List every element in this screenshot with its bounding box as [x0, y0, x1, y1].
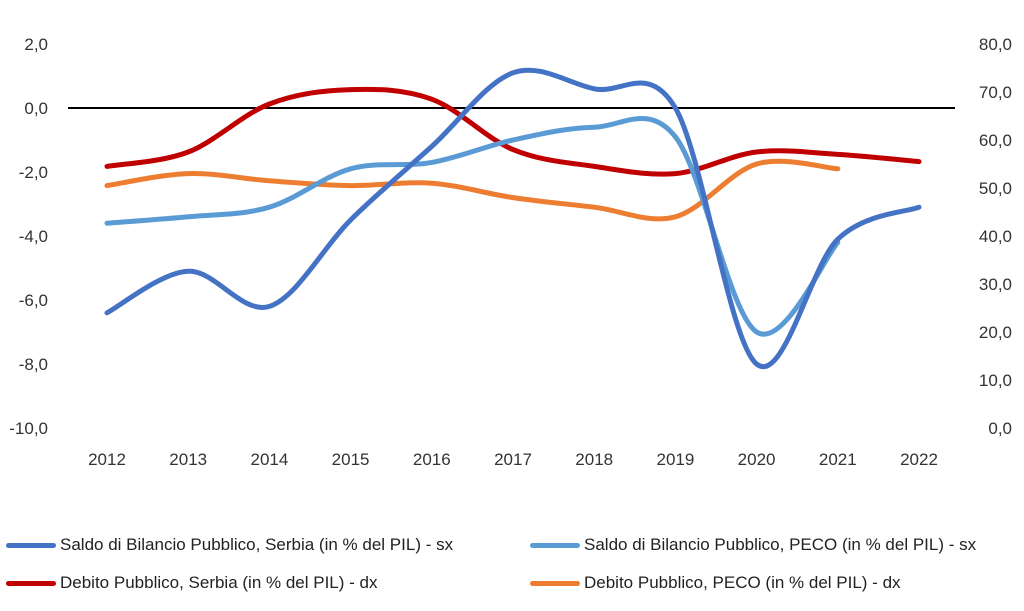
right-tick-label: 10,0 [979, 371, 1012, 390]
right-tick-label: 80,0 [979, 35, 1012, 54]
legend-item-serbia-balance: Saldo di Bilancio Pubblico, Serbia (in %… [6, 530, 453, 560]
left-tick-label: 0,0 [24, 99, 48, 118]
legend-label: Debito Pubblico, Serbia (in % del PIL) -… [60, 573, 378, 592]
series-line-serbia-balance-line [104, 67, 922, 370]
legend-swatch [6, 542, 56, 548]
left-tick-label: -6,0 [19, 291, 48, 310]
right-tick-label: 50,0 [979, 179, 1012, 198]
x-tick-label: 2012 [88, 450, 126, 469]
legend-item-peco-balance: Saldo di Bilancio Pubblico, PECO (in % d… [530, 530, 976, 560]
legend-label: Saldo di Bilancio Pubblico, PECO (in % d… [584, 535, 977, 554]
legend-swatch [530, 542, 580, 548]
legend: Saldo di Bilancio Pubblico, Serbia (in %… [0, 530, 1024, 600]
legend-label: Saldo di Bilancio Pubblico, Serbia (in %… [60, 535, 454, 554]
series-line-serbia-debt-line [104, 86, 922, 177]
x-tick-label: 2016 [413, 450, 451, 469]
legend-swatch [530, 580, 580, 586]
x-tick-label: 2018 [575, 450, 613, 469]
right-tick-label: 40,0 [979, 227, 1012, 246]
legend-item-peco-debt: Debito Pubblico, PECO (in % del PIL) - d… [530, 568, 901, 598]
chart-plot: 2,0 0,0 -2,0 -4,0 -6,0 -8,0 -10,0 80,0 70,0 60,0… [9, 35, 1012, 469]
left-tick-label: 2,0 [24, 35, 48, 54]
legend-label: Debito Pubblico, PECO (in % del PIL) - d… [584, 573, 901, 592]
x-tick-label: 2021 [819, 450, 857, 469]
x-tick-label: 2020 [738, 450, 776, 469]
right-tick-label: 70,0 [979, 83, 1012, 102]
left-tick-label: -8,0 [19, 355, 48, 374]
legend-item-serbia-debt: Debito Pubblico, Serbia (in % del PIL) -… [6, 568, 378, 598]
right-tick-label: 20,0 [979, 323, 1012, 342]
series-lines [104, 67, 922, 370]
right-axis-ticks: 80,0 70,0 60,0 50,0 40,0 30,0 20,0 10,0 0,0 [979, 35, 1012, 438]
x-tick-label: 2014 [250, 450, 288, 469]
x-tick-label: 2019 [656, 450, 694, 469]
right-tick-label: 60,0 [979, 131, 1012, 150]
series-line-peco-debt-line [104, 158, 841, 222]
left-tick-label: -10,0 [9, 419, 48, 438]
x-tick-label: 2015 [332, 450, 370, 469]
x-tick-label: 2017 [494, 450, 532, 469]
x-tick-label: 2022 [900, 450, 938, 469]
x-axis-ticks: 2012 2013 2014 2015 2016 2017 2018 2019 2020 2021… [88, 450, 938, 469]
left-axis-ticks: 2,0 0,0 -2,0 -4,0 -6,0 -8,0 -10,0 [9, 35, 48, 438]
left-tick-label: -4,0 [19, 227, 48, 246]
right-tick-label: 30,0 [979, 275, 1012, 294]
left-tick-label: -2,0 [19, 163, 48, 182]
right-tick-label: 0,0 [988, 419, 1012, 438]
x-tick-label: 2013 [169, 450, 207, 469]
legend-swatch [6, 580, 56, 586]
series-line-peco-balance-line [104, 116, 841, 337]
